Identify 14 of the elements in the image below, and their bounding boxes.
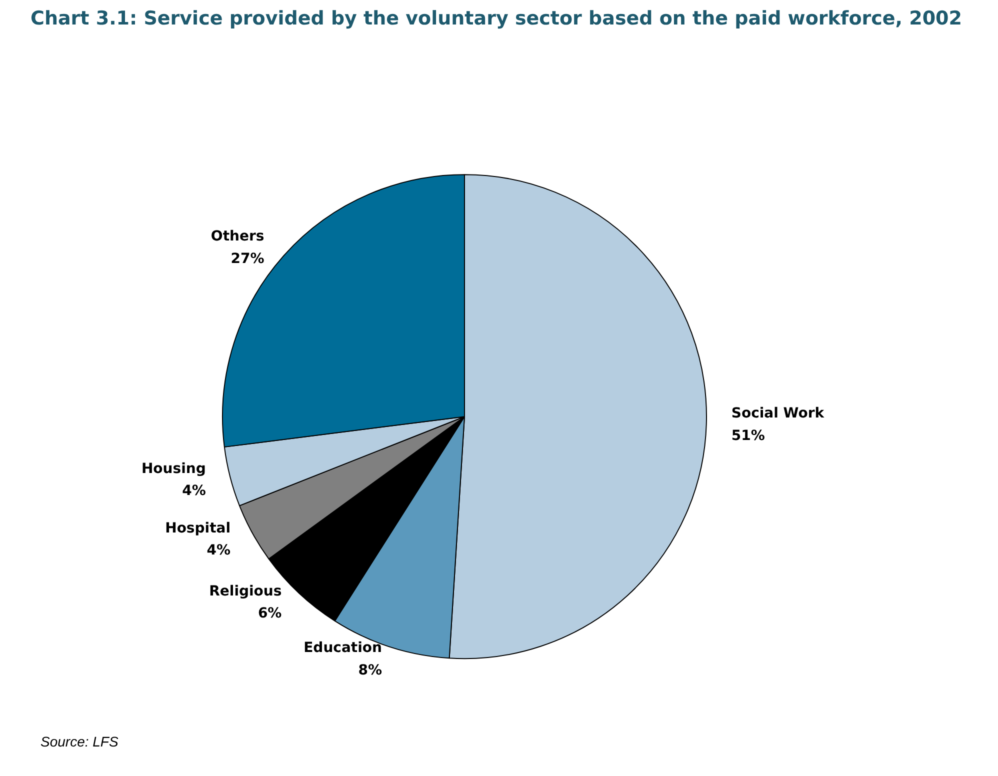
data-label: 6% <box>258 606 282 622</box>
source-note: Source: LFS <box>40 733 119 750</box>
data-label: 27% <box>230 251 264 268</box>
slice-label: Others <box>210 228 264 245</box>
slice-label: Education <box>304 640 382 656</box>
data-label: 51% <box>731 428 765 444</box>
data-label: 4% <box>182 483 206 500</box>
slice-label: Religious <box>209 583 282 600</box>
slice-label: Hospital <box>165 520 231 536</box>
chart-title: Chart 3.1: Service provided by the voluntary sector based on the paid workforce, 2002 <box>30 8 962 30</box>
slice-label: Housing <box>141 460 206 477</box>
slice-label: Social Work <box>731 405 825 422</box>
data-label: 8% <box>358 662 382 678</box>
data-label: 4% <box>206 542 231 559</box>
